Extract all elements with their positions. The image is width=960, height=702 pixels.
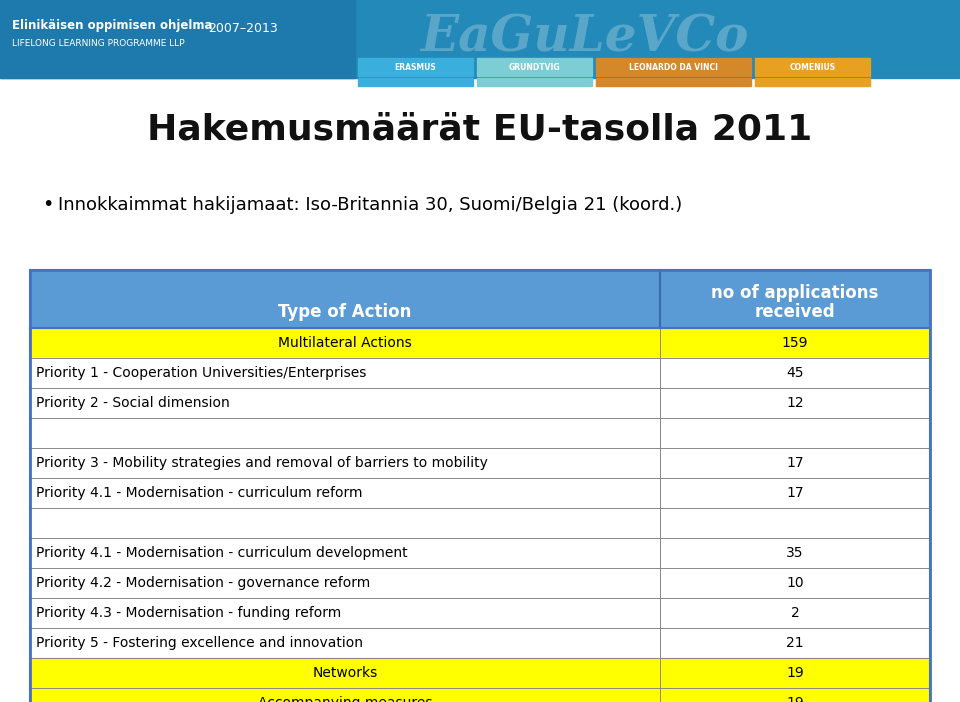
Bar	[30, 508, 930, 538]
Text: 17: 17	[786, 456, 804, 470]
Text: LIFELONG LEARNING PROGRAMME LLP: LIFELONG LEARNING PROGRAMME LLP	[12, 39, 184, 48]
Text: •: •	[42, 195, 54, 215]
Bar	[30, 628, 930, 658]
Bar	[30, 270, 930, 328]
Bar	[30, 270, 930, 328]
Bar	[30, 270, 930, 702]
Bar	[358, 78, 473, 86]
Bar	[30, 478, 930, 508]
Text: Priority 4.2 - Modernisation - governance reform: Priority 4.2 - Modernisation - governanc…	[36, 576, 371, 590]
Text: Priority 4.1 - Modernisation - curriculum development: Priority 4.1 - Modernisation - curriculu…	[36, 546, 408, 560]
Bar	[30, 568, 930, 598]
Text: GRUNDTVIG: GRUNDTVIG	[509, 62, 561, 72]
Text: LEONARDO DA VINCI: LEONARDO DA VINCI	[629, 62, 718, 72]
Bar	[30, 418, 930, 448]
Bar	[30, 658, 930, 688]
Bar	[30, 598, 930, 628]
Text: 45: 45	[786, 366, 804, 380]
Text: Type of Action: Type of Action	[278, 303, 412, 321]
Text: 35: 35	[786, 546, 804, 560]
Text: Priority 1 - Cooperation Universities/Enterprises: Priority 1 - Cooperation Universities/En…	[36, 366, 367, 380]
Bar	[477, 58, 592, 76]
Bar	[477, 78, 592, 86]
Bar	[30, 688, 930, 702]
Text: 17: 17	[786, 486, 804, 500]
Text: 2: 2	[791, 606, 800, 620]
Text: Multilateral Actions: Multilateral Actions	[278, 336, 412, 350]
Bar	[30, 448, 930, 478]
Bar	[755, 58, 870, 76]
Text: 10: 10	[786, 576, 804, 590]
Bar	[30, 328, 930, 358]
Text: ERASMUS: ERASMUS	[395, 62, 437, 72]
Bar	[596, 58, 751, 76]
Text: EaGuLeVCo: EaGuLeVCo	[420, 13, 749, 62]
Bar	[596, 78, 751, 86]
Text: Priority 3 - Mobility strategies and removal of barriers to mobility: Priority 3 - Mobility strategies and rem…	[36, 456, 488, 470]
Text: 2007–2013: 2007–2013	[208, 22, 277, 34]
Text: 159: 159	[781, 336, 808, 350]
Bar	[30, 358, 930, 388]
Text: Hakemusmäärät EU-tasolla 2011: Hakemusmäärät EU-tasolla 2011	[148, 113, 812, 147]
Text: 19: 19	[786, 696, 804, 702]
Text: Elinikäisen oppimisen ohjelma: Elinikäisen oppimisen ohjelma	[12, 20, 212, 32]
Text: 19: 19	[786, 666, 804, 680]
Bar	[755, 78, 870, 86]
Bar	[0, 0, 355, 78]
Bar	[30, 388, 930, 418]
Text: 21: 21	[786, 636, 804, 650]
Text: Networks: Networks	[312, 666, 377, 680]
Text: received: received	[755, 303, 835, 321]
Text: Priority 5 - Fostering excellence and innovation: Priority 5 - Fostering excellence and in…	[36, 636, 363, 650]
Text: Accompanying measures: Accompanying measures	[257, 696, 432, 702]
Text: Priority 2 - Social dimension: Priority 2 - Social dimension	[36, 396, 229, 410]
Text: COMENIUS: COMENIUS	[789, 62, 835, 72]
Text: Priority 4.3 - Modernisation - funding reform: Priority 4.3 - Modernisation - funding r…	[36, 606, 341, 620]
Bar	[0, 0, 960, 78]
Text: Priority 4.1 - Modernisation - curriculum reform: Priority 4.1 - Modernisation - curriculu…	[36, 486, 363, 500]
Text: 12: 12	[786, 396, 804, 410]
Bar	[30, 538, 930, 568]
Text: no of applications: no of applications	[711, 284, 878, 302]
Text: Innokkaimmat hakijamaat: Iso-Britannia 30, Suomi/Belgia 21 (koord.): Innokkaimmat hakijamaat: Iso-Britannia 3…	[58, 196, 683, 214]
Bar	[358, 58, 473, 76]
